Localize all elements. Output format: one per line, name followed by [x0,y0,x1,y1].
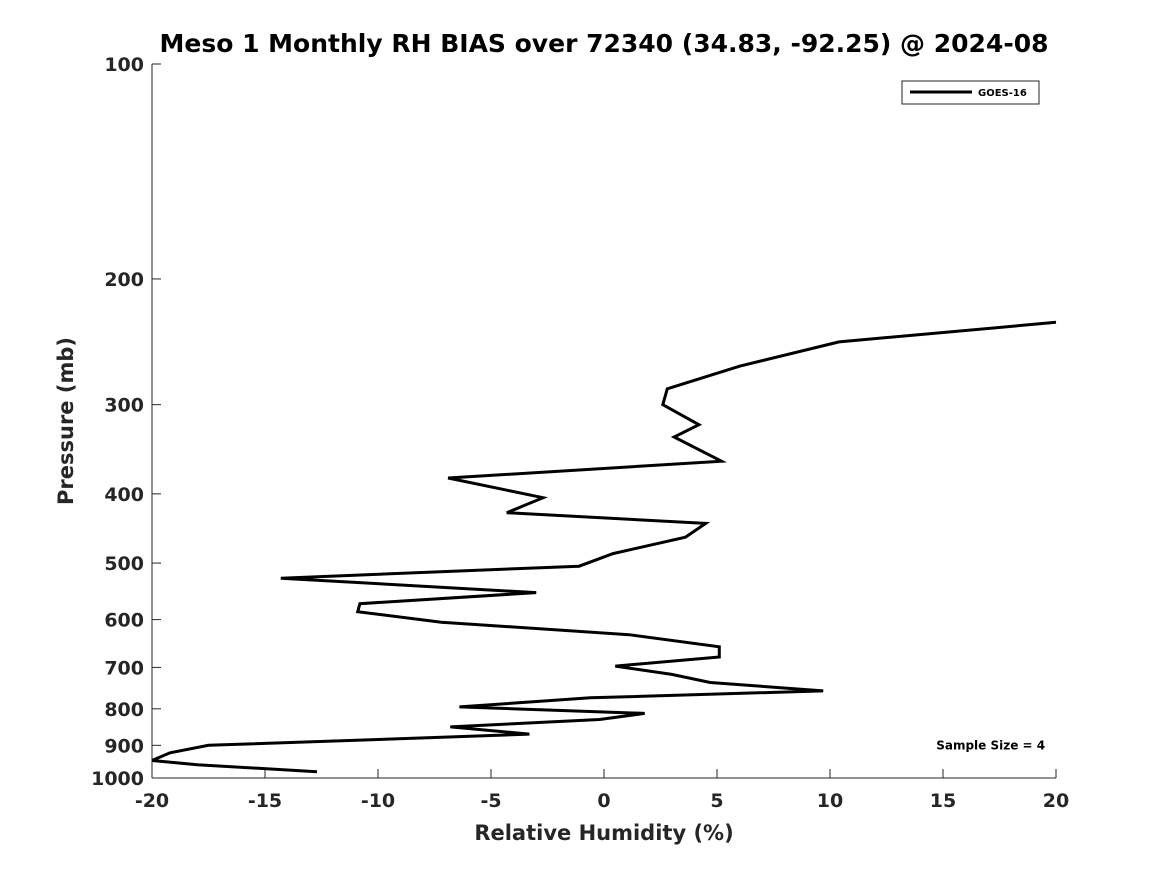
x-axis-label: Relative Humidity (%) [474,821,733,845]
legend-entry-goes16: GOES-16 [978,88,1027,99]
chart-title: Meso 1 Monthly RH BIAS over 72340 (34.83… [159,29,1048,58]
y-axis-ticks: 100 200 300 400 500 600 700 800 900 1000 [91,54,161,790]
x-tick-label: 0 [597,790,610,812]
legend: GOES-16 [901,80,1040,105]
y-tick-label: 600 [104,610,144,632]
y-tick-label: 200 [104,269,144,291]
x-tick-label: -20 [135,790,169,812]
y-tick-label: 700 [104,657,144,679]
x-tick-label: 15 [930,790,956,812]
x-tick-label: 10 [817,790,843,812]
annotation-sample-size: Sample Size = 4 [936,738,1045,752]
series-line-goes-16 [151,320,1057,774]
x-tick-label: 20 [1043,790,1069,812]
x-tick-label: -15 [248,790,282,812]
y-tick-label: 900 [104,735,144,757]
plot-area: -20 -15 -10 -5 0 5 10 15 20 100 200 300 400 500 600 70… [91,54,1069,812]
x-tick-label: -5 [480,790,501,812]
y-tick-label: 100 [104,54,144,76]
y-axis-label: Pressure (mb) [54,337,78,505]
y-tick-label: 300 [104,395,144,417]
y-tick-label: 500 [104,553,144,575]
series-group [151,320,1057,774]
y-tick-label: 800 [104,699,144,721]
x-tick-label: 5 [710,790,723,812]
x-axis-ticks: -20 -15 -10 -5 0 5 10 15 20 [135,769,1069,812]
annotation-group: Sample Size = 4 [936,738,1045,752]
y-tick-label: 1000 [91,768,144,790]
y-tick-label: 400 [104,484,144,506]
x-tick-label: -10 [361,790,395,812]
